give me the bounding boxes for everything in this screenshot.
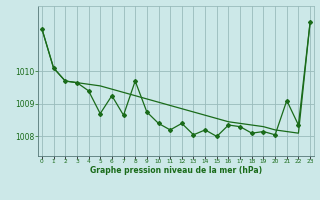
X-axis label: Graphe pression niveau de la mer (hPa): Graphe pression niveau de la mer (hPa) [90,166,262,175]
